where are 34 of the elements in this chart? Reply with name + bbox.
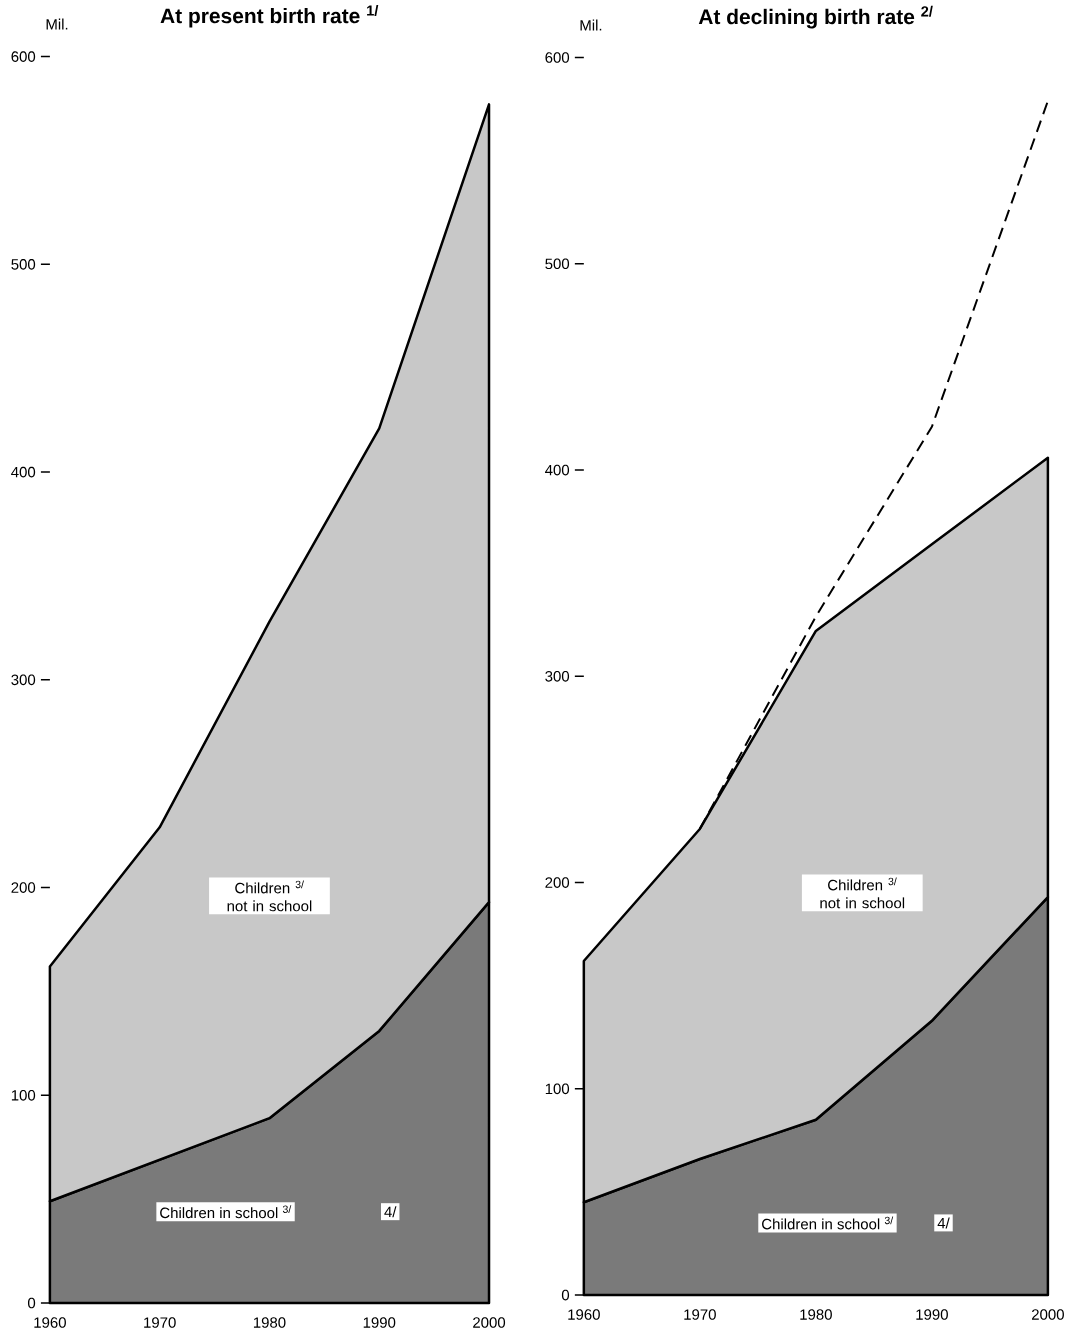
y-tick-label: 600 [545, 52, 570, 63]
y-axis-title: Mil. [580, 19, 602, 31]
x-tick-label: 1990 [363, 1317, 396, 1328]
y-axis-title: Mil. [46, 18, 68, 30]
annotation: 4/ [937, 1217, 950, 1229]
annotation: Children in school $^{3/}$ [762, 1216, 894, 1230]
chart-title: At declining birth rate $^{2/}$ [698, 5, 933, 29]
x-tick-label: 1970 [684, 1309, 716, 1320]
chart-title: At present birth rate $^{1/}$ [160, 4, 379, 28]
x-tick-label: 2000 [473, 1317, 506, 1328]
y-tick-label: 0 [561, 1289, 570, 1301]
y-tick-label: 0 [28, 1297, 36, 1309]
y-tick-label: 100 [11, 1090, 36, 1101]
x-tick-label: 1980 [800, 1309, 832, 1320]
x-tick-label: 1960 [568, 1309, 600, 1320]
x-tick-label: 1980 [254, 1317, 286, 1328]
annotation: Children $^{3/}$ not in school [820, 877, 905, 909]
y-tick-label: 400 [545, 464, 570, 476]
x-tick-label: 1990 [916, 1309, 949, 1320]
x-tick-label: 1970 [144, 1317, 176, 1328]
y-tick-label: 500 [545, 258, 570, 270]
y-tick-label: 500 [11, 259, 36, 270]
y-tick-label: 300 [11, 674, 36, 686]
x-tick-label: 1960 [34, 1317, 67, 1328]
y-tick-label: 200 [545, 877, 570, 888]
x-tick-label: 2000 [1032, 1309, 1065, 1320]
annotation: 4/ [384, 1206, 397, 1218]
y-tick-label: 400 [11, 466, 36, 478]
annotation: Children $^{3/}$ not in school [227, 880, 312, 912]
y-tick-label: 600 [11, 51, 36, 62]
y-tick-label: 100 [545, 1083, 570, 1095]
y-tick-label: 300 [545, 671, 570, 682]
y-tick-label: 200 [11, 882, 36, 893]
annotation: Children in school $^{3/}$ [160, 1205, 292, 1219]
